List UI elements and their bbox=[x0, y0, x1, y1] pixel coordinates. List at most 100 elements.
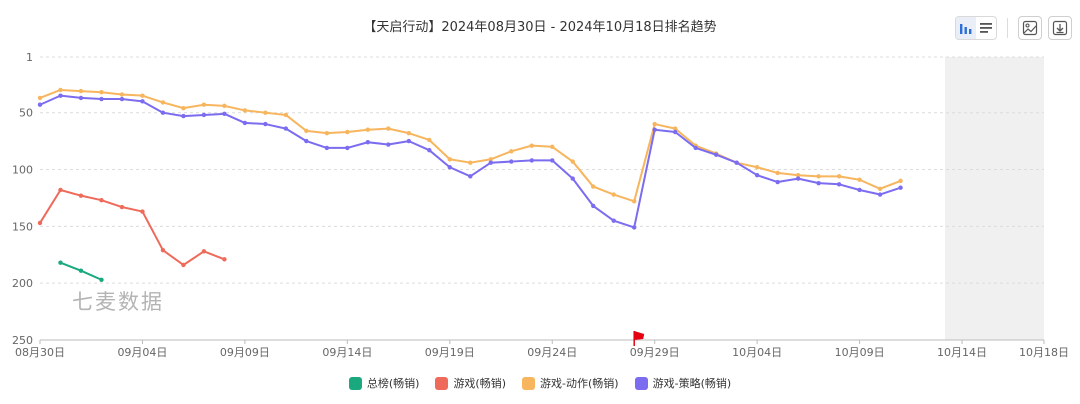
data-point bbox=[242, 108, 248, 113]
data-point bbox=[693, 145, 698, 151]
data-point bbox=[201, 102, 207, 107]
data-point bbox=[570, 176, 575, 181]
legend-label: 总榜(畅销) bbox=[366, 377, 420, 390]
y-tick-label: 150 bbox=[12, 220, 33, 233]
data-point bbox=[406, 138, 412, 144]
data-point bbox=[734, 160, 739, 165]
data-point bbox=[345, 129, 350, 135]
data-point bbox=[324, 145, 330, 151]
list-icon[interactable] bbox=[976, 17, 996, 39]
legend-swatch bbox=[348, 376, 362, 390]
data-point bbox=[222, 103, 227, 109]
data-point bbox=[99, 198, 104, 203]
data-point bbox=[836, 174, 842, 179]
data-point bbox=[242, 120, 248, 126]
legend-item[interactable]: 游戏-策略(畅销) bbox=[634, 375, 731, 391]
data-point bbox=[775, 170, 780, 176]
x-tick-label: 08月30日 bbox=[15, 346, 65, 359]
data-point bbox=[140, 93, 145, 98]
data-point bbox=[632, 225, 637, 230]
data-point bbox=[529, 158, 534, 163]
legend-swatch bbox=[522, 376, 536, 390]
data-point bbox=[775, 179, 780, 185]
legend-label: 游戏-动作(畅销) bbox=[540, 377, 619, 390]
data-point bbox=[119, 92, 125, 97]
data-point bbox=[78, 95, 84, 101]
data-point bbox=[201, 112, 207, 118]
image-icon[interactable] bbox=[1018, 16, 1042, 40]
data-point bbox=[468, 174, 473, 179]
download-icon[interactable] bbox=[1048, 16, 1072, 40]
data-point bbox=[468, 160, 473, 165]
data-point bbox=[222, 257, 227, 262]
series-line bbox=[39, 88, 901, 203]
data-point bbox=[898, 185, 903, 190]
data-point bbox=[652, 121, 657, 127]
data-point bbox=[160, 110, 166, 115]
data-point bbox=[304, 128, 309, 134]
data-point bbox=[652, 127, 657, 132]
chart-toolbar bbox=[955, 14, 1072, 42]
data-point bbox=[488, 160, 493, 165]
data-point bbox=[99, 277, 104, 282]
data-point bbox=[816, 180, 821, 186]
x-tick-label: 09月04日 bbox=[117, 346, 167, 359]
series-line bbox=[39, 188, 225, 266]
legend-swatch bbox=[634, 376, 648, 390]
data-point bbox=[836, 182, 842, 187]
data-point bbox=[406, 130, 412, 136]
data-point bbox=[877, 186, 883, 192]
data-point bbox=[263, 110, 268, 115]
y-tick-label: 1 bbox=[26, 51, 33, 64]
chart-title: 【天启行动】2024年08月30日 - 2024年10月18日排名趋势 bbox=[363, 20, 717, 35]
bar-chart-icon[interactable] bbox=[956, 17, 976, 39]
data-point bbox=[632, 199, 637, 204]
legend-item[interactable]: 游戏(畅销) bbox=[435, 375, 506, 391]
legend-swatch bbox=[435, 376, 449, 390]
x-tick-label: 09月19日 bbox=[425, 346, 475, 359]
data-point bbox=[119, 96, 125, 102]
data-point bbox=[386, 126, 391, 131]
legend-item[interactable]: 游戏-动作(畅销) bbox=[522, 375, 619, 391]
data-point bbox=[119, 204, 125, 210]
data-point bbox=[611, 218, 616, 223]
data-point bbox=[386, 142, 391, 147]
data-point bbox=[37, 220, 43, 226]
data-point bbox=[447, 157, 452, 162]
data-point bbox=[160, 100, 166, 105]
data-point bbox=[611, 192, 616, 197]
data-point bbox=[181, 105, 186, 111]
data-point bbox=[427, 147, 432, 153]
data-point bbox=[78, 268, 84, 273]
data-point bbox=[78, 88, 84, 94]
flag-icon[interactable] bbox=[633, 331, 645, 346]
data-point bbox=[754, 165, 760, 170]
data-point bbox=[488, 157, 493, 162]
watermark: 七麦数据 bbox=[72, 290, 164, 314]
view-toggle[interactable] bbox=[955, 16, 997, 40]
data-point bbox=[304, 138, 309, 144]
y-tick-label: 100 bbox=[12, 164, 33, 177]
data-point bbox=[37, 102, 43, 107]
legend-item[interactable]: 总榜(畅销) bbox=[348, 375, 420, 391]
data-point bbox=[181, 262, 186, 268]
data-point bbox=[509, 159, 514, 164]
data-point bbox=[283, 112, 289, 118]
data-point bbox=[795, 176, 801, 181]
data-point bbox=[263, 121, 268, 127]
data-point bbox=[550, 158, 555, 163]
x-tick-label: 09月09日 bbox=[220, 346, 270, 359]
data-point bbox=[160, 248, 166, 253]
data-point bbox=[857, 177, 862, 182]
toolbar-divider bbox=[1007, 18, 1008, 38]
data-point bbox=[283, 126, 289, 131]
x-tick-label: 10月14日 bbox=[937, 346, 987, 359]
data-point bbox=[78, 193, 84, 198]
data-point bbox=[345, 145, 350, 151]
data-point bbox=[58, 260, 63, 265]
data-point bbox=[365, 140, 371, 145]
y-tick-label: 250 bbox=[12, 334, 33, 347]
data-point bbox=[99, 90, 104, 95]
data-point bbox=[99, 96, 104, 102]
data-point bbox=[816, 174, 821, 179]
